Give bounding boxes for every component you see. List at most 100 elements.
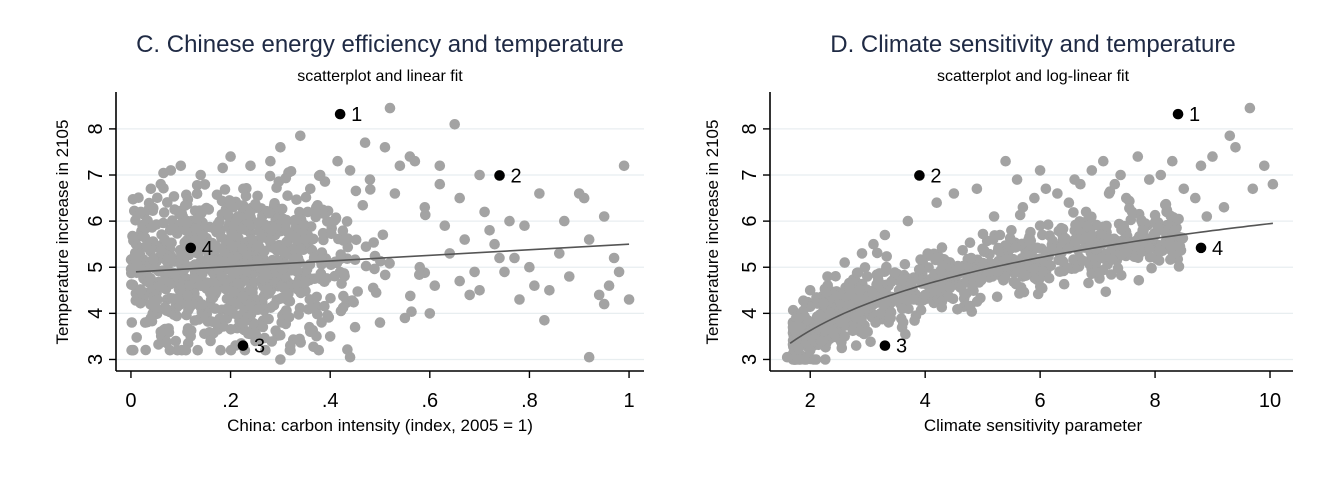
scatter-point bbox=[325, 293, 336, 304]
scatter-point bbox=[349, 321, 361, 333]
scatter-point bbox=[850, 340, 862, 351]
panel-c-fit-line bbox=[135, 243, 630, 273]
scatter-point bbox=[295, 287, 307, 299]
scatter-point bbox=[524, 261, 535, 273]
scatter-point bbox=[227, 268, 239, 279]
scatter-point bbox=[338, 268, 350, 279]
scatter-point bbox=[1106, 269, 1117, 280]
scatter-point bbox=[578, 192, 590, 204]
scatter-point bbox=[830, 271, 841, 282]
scatter-point bbox=[332, 155, 343, 167]
scatter-point bbox=[389, 188, 401, 199]
scatter-point bbox=[913, 264, 925, 275]
scatter-point bbox=[145, 312, 157, 324]
scatter-point bbox=[1173, 213, 1184, 225]
scatter-point bbox=[237, 243, 248, 254]
panel-d-points bbox=[781, 102, 1279, 365]
scatter-point bbox=[804, 344, 816, 356]
scatter-point bbox=[909, 315, 920, 326]
scatter-point bbox=[865, 336, 876, 348]
highlighted-point-label-4: 4 bbox=[1212, 238, 1223, 260]
scatter-point bbox=[409, 155, 421, 167]
scatter-point bbox=[263, 207, 275, 219]
x-tick-label: 8 bbox=[1150, 390, 1161, 412]
scatter-point bbox=[613, 266, 625, 278]
scatter-point bbox=[1201, 211, 1213, 222]
scatter-point bbox=[559, 215, 570, 227]
scatter-point bbox=[209, 303, 221, 314]
scatter-point bbox=[196, 299, 208, 310]
scatter-point bbox=[1144, 174, 1155, 185]
scatter-point bbox=[357, 200, 369, 211]
scatter-point bbox=[793, 312, 804, 324]
scatter-point bbox=[147, 253, 159, 265]
scatter-point bbox=[228, 221, 239, 232]
scatter-point bbox=[1086, 165, 1098, 176]
scatter-point bbox=[544, 285, 555, 296]
scatter-point bbox=[999, 271, 1011, 283]
scatter-point bbox=[259, 332, 270, 344]
scatter-point bbox=[300, 234, 311, 245]
scatter-point bbox=[839, 331, 850, 342]
scatter-point bbox=[1043, 272, 1055, 284]
scatter-point bbox=[133, 192, 144, 203]
scatter-point bbox=[915, 304, 927, 316]
scatter-point bbox=[479, 206, 490, 218]
scatter-point bbox=[827, 326, 839, 338]
scatter-point bbox=[902, 215, 914, 227]
scatter-point bbox=[801, 314, 813, 326]
scatter-point bbox=[191, 180, 203, 191]
scatter-point bbox=[1178, 183, 1190, 195]
panel-c-title: C. Chinese energy efficiency and tempera… bbox=[136, 31, 624, 58]
scatter-point bbox=[222, 208, 234, 220]
y-tick-label: 8 bbox=[739, 123, 761, 134]
scatter-point bbox=[127, 230, 138, 242]
scatter-point bbox=[1057, 255, 1068, 267]
highlighted-point-2 bbox=[494, 170, 505, 181]
highlighted-point-3 bbox=[879, 340, 891, 351]
panel-c-x-axis-label: China: carbon intensity (index, 2005 = 1… bbox=[227, 416, 533, 435]
scatter-point bbox=[1153, 255, 1165, 266]
panel-c-highlighted-points: 1 2 3 4 bbox=[185, 104, 522, 358]
scatter-point bbox=[172, 344, 183, 356]
scatter-point bbox=[1144, 243, 1155, 254]
scatter-point bbox=[247, 287, 258, 299]
scatter-point bbox=[844, 283, 855, 294]
scatter-point bbox=[964, 300, 976, 312]
scatter-point bbox=[292, 252, 304, 264]
scatter-point bbox=[988, 211, 1000, 222]
scatter-point bbox=[1126, 206, 1138, 218]
scatter-point bbox=[295, 130, 306, 142]
scatter-point bbox=[1023, 234, 1034, 245]
scatter-point bbox=[384, 102, 396, 114]
scatter-point bbox=[359, 137, 371, 148]
scatter-point bbox=[534, 188, 545, 199]
scatter-point bbox=[854, 293, 866, 304]
scatter-point bbox=[1006, 225, 1017, 236]
scatter-point bbox=[484, 225, 495, 236]
scatter-point bbox=[232, 277, 244, 289]
scatter-point bbox=[454, 275, 466, 287]
scatter-point bbox=[145, 272, 156, 284]
x-tick-label: 6 bbox=[1035, 390, 1046, 412]
scatter-point bbox=[215, 344, 226, 356]
scatter-point bbox=[1100, 286, 1112, 298]
panel-d-x-axis-label: Climate sensitivity parameter bbox=[924, 416, 1143, 435]
scatter-point bbox=[1028, 263, 1040, 275]
scatter-point bbox=[1195, 160, 1207, 172]
scatter-point bbox=[225, 324, 237, 335]
highlighted-point-label-1: 1 bbox=[351, 104, 362, 126]
scatter-point bbox=[954, 261, 965, 273]
scatter-point bbox=[399, 312, 411, 324]
scatter-point bbox=[937, 260, 948, 271]
x-tick-label: .8 bbox=[521, 390, 538, 412]
scatter-point bbox=[449, 119, 461, 130]
scatter-point bbox=[128, 344, 139, 356]
y-tick-label: 7 bbox=[739, 169, 761, 180]
scatter-point bbox=[300, 276, 312, 288]
scatter-point bbox=[1161, 206, 1172, 218]
scatter-point bbox=[959, 288, 970, 299]
scatter-point bbox=[822, 271, 833, 282]
scatter-point bbox=[225, 151, 236, 162]
scatter-point bbox=[1247, 183, 1259, 195]
